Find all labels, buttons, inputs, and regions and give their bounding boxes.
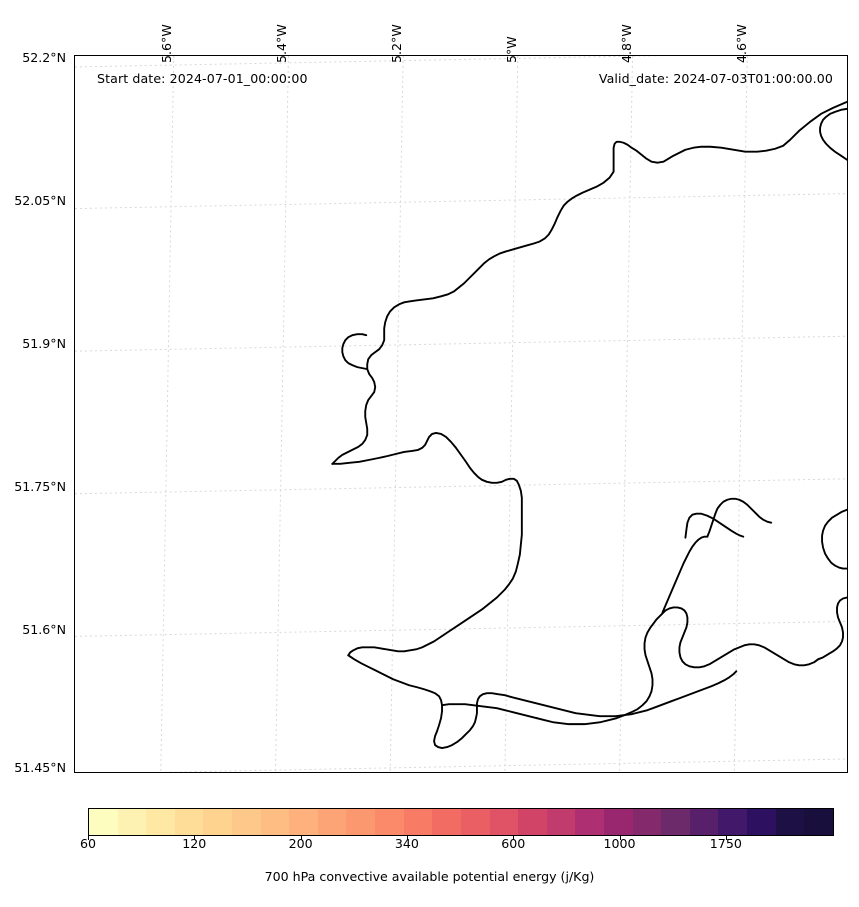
gridlines [75,56,847,772]
colorbar-band [203,809,233,835]
colorbar-tick-label: 340 [394,836,419,851]
colorbar-band [460,809,490,835]
xtick-label-0: 5.6°W [159,24,174,63]
colorbar-band [289,809,318,835]
colorbar-tick [194,836,196,840]
colorbar-band [117,809,147,835]
ytick-label-5: 51.45°N [14,760,66,775]
colorbar-tick-label: 60 [79,836,97,851]
start-date-annotation: Start date: 2024-07-01_00:00:00 [97,71,308,86]
xtick-label-4: 4.8°W [619,24,634,63]
colorbar-band [603,809,633,835]
colorbar-band [174,809,204,835]
ytick-label-3: 51.75°N [14,479,66,494]
map-svg [75,56,847,772]
colorbar-tick-label: 1750 [709,836,742,851]
colorbar-band [146,809,175,835]
colorbar-band [661,809,690,835]
colorbar-band [747,809,776,835]
colorbar-band [518,809,547,835]
ytick-label-1: 52.05°N [14,193,66,208]
ytick-label-4: 51.6°N [22,622,66,637]
colorbar-tick-label: 120 [182,836,207,851]
colorbar-title: 700 hPa convective available potential e… [264,869,595,884]
colorbar-band [489,809,519,835]
colorbar-band [546,809,576,835]
ytick-label-0: 52.2°N [22,50,66,65]
colorbar-band [317,809,347,835]
colorbar-tick [725,836,727,840]
colorbar[interactable] [88,808,834,840]
valid-date-annotation: Valid_date: 2024-07-03T01:00:00.00 [598,71,833,86]
colorbar-band [804,809,833,835]
colorbar-band [260,809,290,835]
xtick-label-1: 5.4°W [274,24,289,63]
colorbar-tick-label: 1000 [603,836,636,851]
colorbar-band [375,809,404,835]
coastline [331,100,847,750]
colorbar-band [232,809,261,835]
colorbar-tick-label: 600 [501,836,526,851]
colorbar-tick [88,836,89,840]
colorbar-band [689,809,719,835]
xtick-label-3: 5°W [504,36,519,63]
colorbar-gradient [88,808,834,836]
colorbar-band [346,809,376,835]
colorbar-band [775,809,805,835]
colorbar-ticks [88,836,834,842]
map-axes[interactable]: Start date: 2024-07-01_00:00:00 Valid_da… [74,55,848,773]
colorbar-band [89,809,118,835]
colorbar-band [632,809,662,835]
xtick-label-2: 5.2°W [389,24,404,63]
colorbar-band [432,809,461,835]
xtick-label-5: 4.6°W [734,24,749,63]
colorbar-tick [619,836,621,840]
ytick-label-2: 51.9°N [22,336,66,351]
colorbar-band [575,809,604,835]
colorbar-tick-label: 200 [288,836,313,851]
colorbar-tick [406,836,408,840]
colorbar-band [718,809,748,835]
colorbar-tick [300,836,302,840]
colorbar-tick [513,836,515,840]
colorbar-band [403,809,433,835]
